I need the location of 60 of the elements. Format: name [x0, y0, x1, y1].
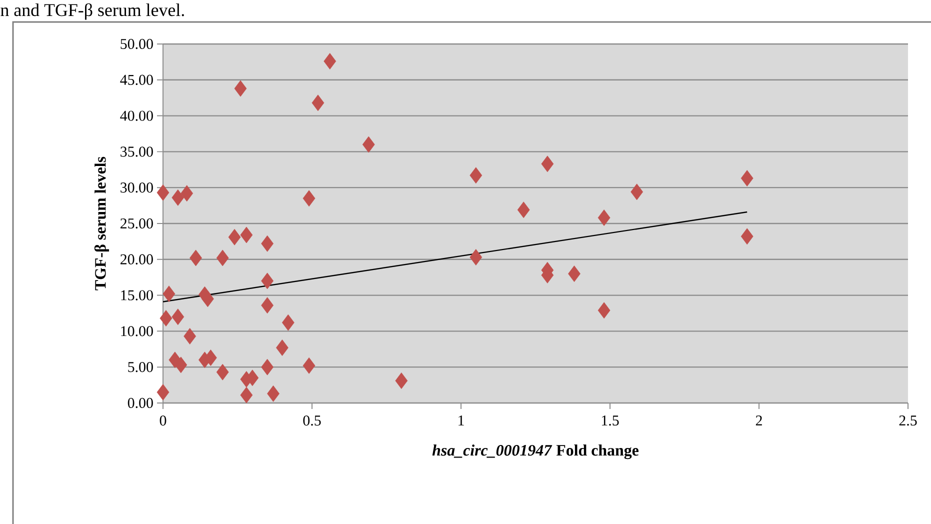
point	[267, 385, 280, 402]
point	[261, 297, 274, 314]
x-tick-label: 2.5	[899, 416, 917, 426]
point	[216, 364, 229, 380]
point	[740, 170, 754, 186]
point	[517, 202, 530, 218]
point	[160, 310, 172, 326]
x-tick-label: 0.5	[303, 416, 321, 426]
point	[240, 386, 253, 404]
point	[216, 250, 229, 266]
y-tick-label: 30.00	[120, 182, 153, 193]
y-tick-label: 15.00	[121, 290, 153, 300]
point	[470, 249, 482, 266]
y-tick-label: 25.00	[120, 218, 153, 229]
point	[568, 266, 580, 282]
x-tick-label: 1.5	[602, 416, 619, 426]
point	[470, 167, 482, 184]
y-tick-label: 20.00	[120, 254, 153, 264]
point	[184, 328, 196, 344]
point	[228, 228, 241, 246]
point	[740, 228, 754, 245]
point	[190, 250, 202, 266]
point	[302, 190, 316, 207]
point	[261, 235, 274, 252]
point	[630, 184, 644, 200]
point	[312, 94, 324, 112]
point	[172, 308, 184, 326]
point	[156, 384, 170, 400]
point	[261, 272, 274, 290]
point	[202, 290, 214, 308]
y-tick-label: 10.00	[121, 326, 153, 336]
text: n and TGF-β serum level.	[0, 3, 184, 20]
x-tick-label: 2	[756, 416, 762, 426]
point	[172, 189, 184, 206]
x-tick-label: 0	[160, 416, 166, 426]
x-axis-title: hsa_circ_0001947 Fold change	[432, 444, 639, 460]
y-tick-label: 5.00	[128, 362, 153, 372]
point	[598, 302, 610, 319]
point	[156, 184, 170, 201]
point	[234, 80, 247, 97]
point	[162, 286, 176, 302]
point	[395, 372, 408, 389]
y-tick-label: 35.00	[120, 146, 153, 157]
point	[240, 226, 253, 244]
point	[276, 340, 288, 356]
y-axis-title: TGF-β serum levels	[94, 156, 110, 290]
y-tick-label: 0.00	[128, 398, 153, 408]
point	[282, 314, 294, 331]
point	[174, 356, 188, 374]
y-tick-label: 50.00	[120, 38, 153, 50]
point	[598, 210, 610, 226]
point	[180, 185, 194, 202]
point	[324, 53, 336, 70]
point	[302, 357, 316, 374]
x-tick-label: 1	[458, 416, 464, 426]
point	[362, 136, 375, 153]
y-tick-label: 40.00	[120, 110, 153, 121]
point	[541, 156, 554, 172]
y-tick-label: 45.00	[120, 74, 153, 85]
point	[261, 358, 274, 376]
